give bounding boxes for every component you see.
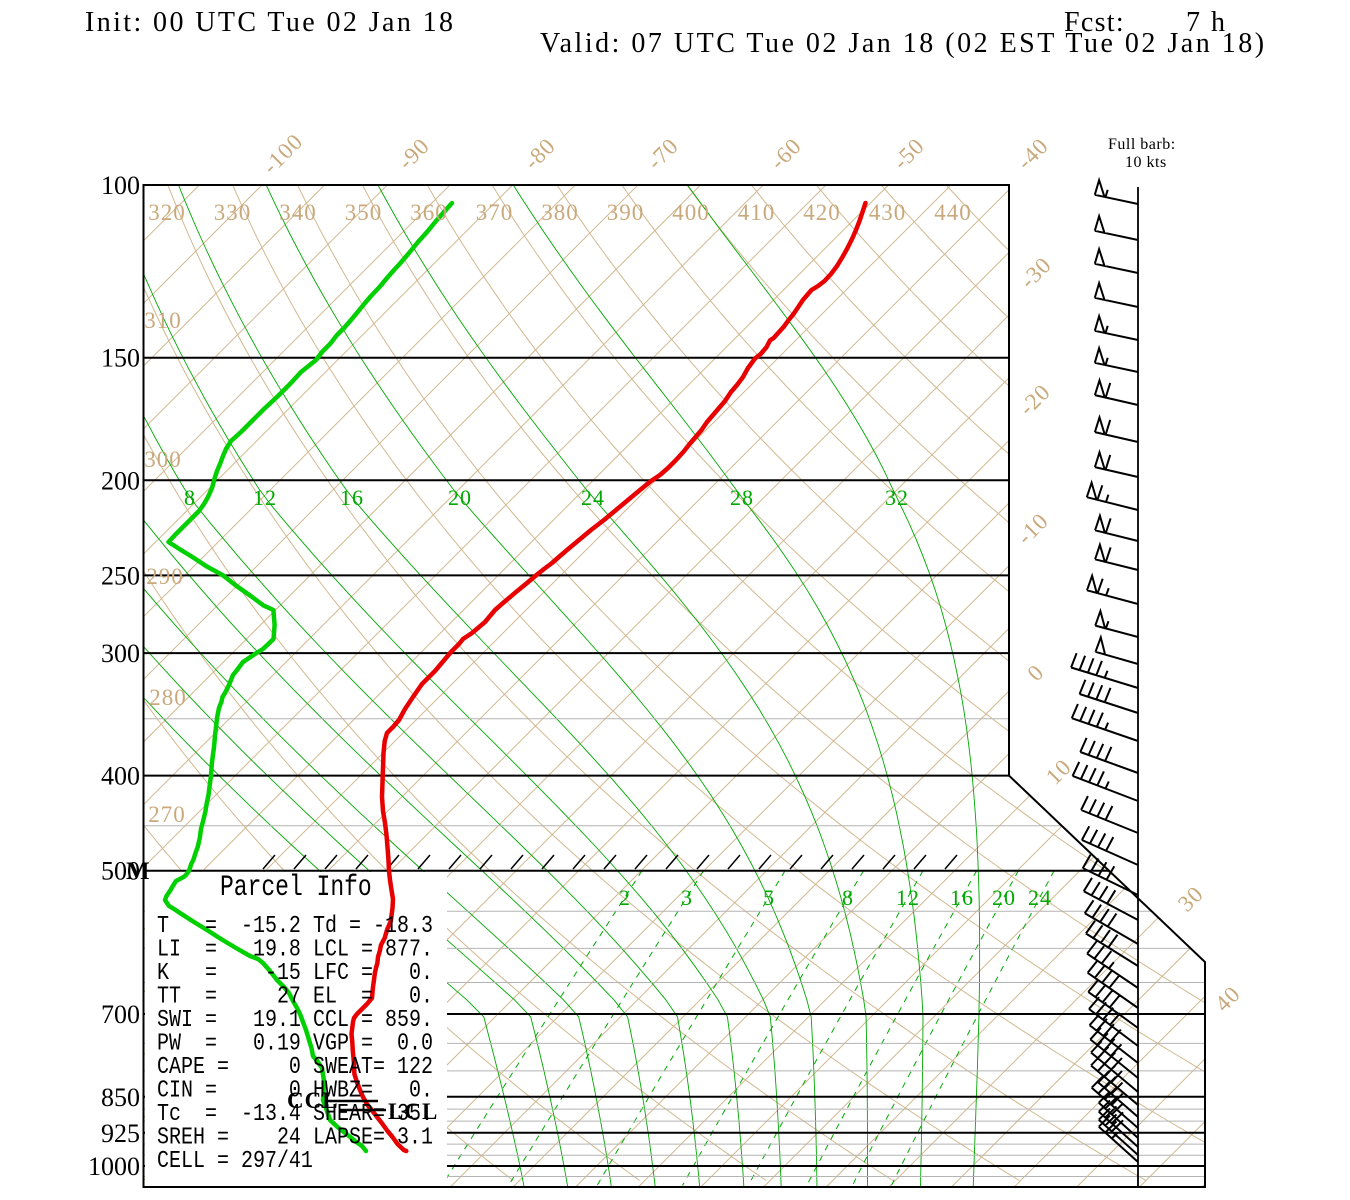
svg-text:TT = 27: TT = 27 [157, 983, 301, 1010]
svg-text:300: 300 [144, 447, 182, 472]
svg-text:310: 310 [144, 308, 182, 333]
svg-text:200: 200 [101, 466, 140, 495]
svg-text:280: 280 [149, 685, 187, 710]
svg-text:Valid: 07 UTC Tue 02 Jan 18 (0: Valid: 07 UTC Tue 02 Jan 18 (02 EST Tue … [540, 28, 1267, 59]
svg-text:3: 3 [681, 885, 693, 910]
svg-text:LI = 19.8: LI = 19.8 [157, 936, 301, 963]
svg-text:LAPSE= 3.1: LAPSE= 3.1 [313, 1124, 433, 1151]
svg-text:Full barb:: Full barb: [1108, 136, 1176, 153]
svg-text:SWI = 19.1: SWI = 19.1 [157, 1007, 301, 1034]
svg-text:390: 390 [607, 200, 645, 225]
svg-text:100: 100 [101, 171, 140, 200]
svg-text:380: 380 [541, 200, 579, 225]
svg-text:28: 28 [730, 485, 754, 510]
svg-text:10 kts: 10 kts [1125, 154, 1167, 171]
svg-text:440: 440 [934, 200, 972, 225]
svg-text:CCL = 859.: CCL = 859. [313, 1007, 433, 1034]
svg-text:CAPE = 0: CAPE = 0 [157, 1054, 301, 1081]
svg-text:330: 330 [214, 200, 252, 225]
svg-text:VGP = 0.0: VGP = 0.0 [313, 1030, 433, 1057]
svg-text:2: 2 [619, 885, 631, 910]
svg-text:420: 420 [803, 200, 841, 225]
svg-text:CIN = 0: CIN = 0 [157, 1077, 301, 1104]
svg-text:32: 32 [885, 485, 909, 510]
svg-text:24: 24 [581, 485, 605, 510]
svg-text:1000: 1000 [88, 1152, 140, 1181]
svg-text:M: M [126, 858, 150, 885]
svg-text:850: 850 [101, 1083, 140, 1112]
svg-text:LCL = 877.: LCL = 877. [313, 936, 433, 963]
svg-text:370: 370 [476, 200, 514, 225]
svg-text:360: 360 [410, 200, 448, 225]
svg-text:700: 700 [101, 1000, 140, 1029]
svg-text:8: 8 [184, 485, 196, 510]
svg-text:LFC = 0.: LFC = 0. [313, 960, 433, 987]
svg-text:8: 8 [842, 885, 854, 910]
svg-text:Tc = -13.4: Tc = -13.4 [157, 1101, 301, 1128]
svg-text:SWEAT= 122: SWEAT= 122 [313, 1054, 433, 1081]
svg-text:270: 270 [148, 802, 186, 827]
svg-text:Parcel Info: Parcel Info [220, 871, 372, 905]
svg-text:SHEAR= 35.: SHEAR= 35. [313, 1101, 433, 1128]
svg-text:350: 350 [345, 200, 383, 225]
svg-text:K = -15: K = -15 [157, 960, 301, 987]
svg-text:PW = 0.19: PW = 0.19 [157, 1030, 301, 1057]
svg-text:Fcst:: Fcst: [1064, 7, 1125, 38]
svg-text:24: 24 [1028, 885, 1052, 910]
svg-text:T = -15.2: T = -15.2 [157, 913, 301, 940]
svg-text:300: 300 [101, 639, 140, 668]
svg-text:12: 12 [896, 885, 920, 910]
svg-text:500: 500 [101, 857, 140, 886]
svg-text:7 h: 7 h [1186, 7, 1227, 38]
svg-text:150: 150 [101, 344, 140, 373]
svg-text:HWBZ= 0.: HWBZ= 0. [313, 1077, 433, 1104]
svg-text:20: 20 [992, 885, 1016, 910]
svg-text:430: 430 [869, 200, 907, 225]
svg-text:20: 20 [448, 485, 472, 510]
svg-text:320: 320 [148, 200, 186, 225]
svg-text:CELL = 297/41: CELL = 297/41 [157, 1148, 313, 1175]
svg-text:290: 290 [146, 564, 184, 589]
svg-text:LCL: LCL [388, 1099, 438, 1124]
svg-text:410: 410 [738, 200, 776, 225]
svg-text:EL = 0.: EL = 0. [313, 983, 433, 1010]
svg-text:925: 925 [101, 1119, 140, 1148]
svg-text:16: 16 [340, 485, 364, 510]
svg-text:Init: 00 UTC Tue 02 Jan 18: Init: 00 UTC Tue 02 Jan 18 [85, 7, 455, 38]
svg-text:400: 400 [672, 200, 710, 225]
svg-text:250: 250 [101, 561, 140, 590]
svg-text:Td = -18.3: Td = -18.3 [313, 913, 433, 940]
svg-text:5: 5 [763, 885, 775, 910]
svg-text:12: 12 [253, 485, 277, 510]
svg-text:340: 340 [279, 200, 317, 225]
svg-text:16: 16 [950, 885, 974, 910]
svg-text:SREH = 24: SREH = 24 [157, 1124, 301, 1151]
svg-text:400: 400 [101, 762, 140, 791]
